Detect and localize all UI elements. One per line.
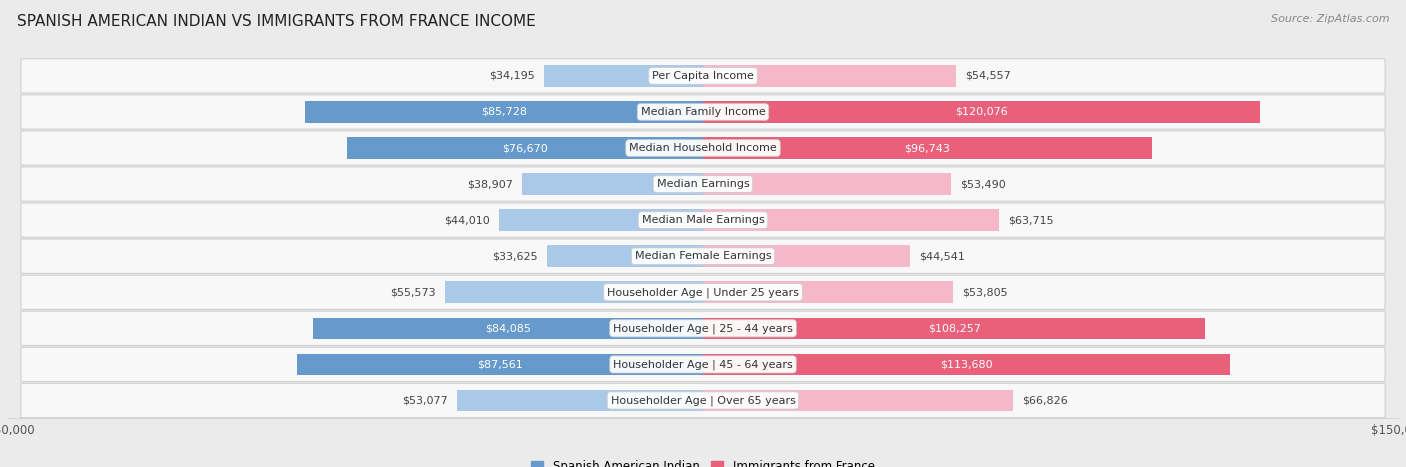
Text: $44,541: $44,541 — [920, 251, 965, 261]
Text: SPANISH AMERICAN INDIAN VS IMMIGRANTS FROM FRANCE INCOME: SPANISH AMERICAN INDIAN VS IMMIGRANTS FR… — [17, 14, 536, 29]
Text: Per Capita Income: Per Capita Income — [652, 71, 754, 81]
FancyBboxPatch shape — [21, 59, 1385, 93]
Text: $85,728: $85,728 — [481, 107, 527, 117]
Bar — [347, 137, 703, 159]
Legend: Spanish American Indian, Immigrants from France: Spanish American Indian, Immigrants from… — [531, 460, 875, 467]
Bar — [499, 209, 703, 231]
Text: $53,490: $53,490 — [960, 179, 1007, 189]
Text: Median Male Earnings: Median Male Earnings — [641, 215, 765, 225]
Text: $96,743: $96,743 — [904, 143, 950, 153]
Bar — [544, 65, 703, 87]
Text: Median Earnings: Median Earnings — [657, 179, 749, 189]
Bar — [703, 137, 1152, 159]
Text: $108,257: $108,257 — [928, 323, 980, 333]
Text: $76,670: $76,670 — [502, 143, 548, 153]
Text: $84,085: $84,085 — [485, 323, 531, 333]
Text: Median Female Earnings: Median Female Earnings — [634, 251, 772, 261]
Bar — [547, 245, 703, 267]
Text: $55,573: $55,573 — [391, 287, 436, 297]
FancyBboxPatch shape — [21, 167, 1385, 201]
Text: $113,680: $113,680 — [941, 360, 993, 369]
Text: Householder Age | 45 - 64 years: Householder Age | 45 - 64 years — [613, 359, 793, 370]
Bar — [703, 389, 1014, 411]
Bar — [523, 173, 703, 195]
Text: Householder Age | 25 - 44 years: Householder Age | 25 - 44 years — [613, 323, 793, 333]
FancyBboxPatch shape — [21, 131, 1385, 165]
Bar — [297, 354, 703, 375]
FancyBboxPatch shape — [21, 311, 1385, 346]
Bar — [703, 209, 998, 231]
Bar — [446, 282, 703, 303]
Text: $87,561: $87,561 — [477, 360, 523, 369]
Bar — [457, 389, 703, 411]
Text: Householder Age | Under 25 years: Householder Age | Under 25 years — [607, 287, 799, 297]
Bar — [703, 245, 910, 267]
FancyBboxPatch shape — [21, 383, 1385, 417]
FancyBboxPatch shape — [21, 275, 1385, 310]
Bar — [703, 65, 956, 87]
Text: $54,557: $54,557 — [966, 71, 1011, 81]
FancyBboxPatch shape — [21, 95, 1385, 129]
Text: $53,077: $53,077 — [402, 396, 447, 405]
Text: Median Family Income: Median Family Income — [641, 107, 765, 117]
Text: Source: ZipAtlas.com: Source: ZipAtlas.com — [1271, 14, 1389, 24]
FancyBboxPatch shape — [21, 203, 1385, 237]
Text: $120,076: $120,076 — [955, 107, 1008, 117]
Bar — [305, 101, 703, 123]
Bar — [703, 101, 1260, 123]
Bar — [703, 282, 953, 303]
Text: $44,010: $44,010 — [444, 215, 489, 225]
Text: $38,907: $38,907 — [467, 179, 513, 189]
Text: $63,715: $63,715 — [1008, 215, 1053, 225]
Text: $53,805: $53,805 — [962, 287, 1008, 297]
Text: $66,826: $66,826 — [1022, 396, 1069, 405]
FancyBboxPatch shape — [21, 239, 1385, 273]
Bar — [703, 318, 1205, 339]
Text: Median Household Income: Median Household Income — [628, 143, 778, 153]
FancyBboxPatch shape — [21, 347, 1385, 382]
Text: Householder Age | Over 65 years: Householder Age | Over 65 years — [610, 395, 796, 406]
Text: $33,625: $33,625 — [492, 251, 537, 261]
Text: $34,195: $34,195 — [489, 71, 536, 81]
Bar — [314, 318, 703, 339]
Bar — [703, 354, 1230, 375]
Bar — [703, 173, 952, 195]
